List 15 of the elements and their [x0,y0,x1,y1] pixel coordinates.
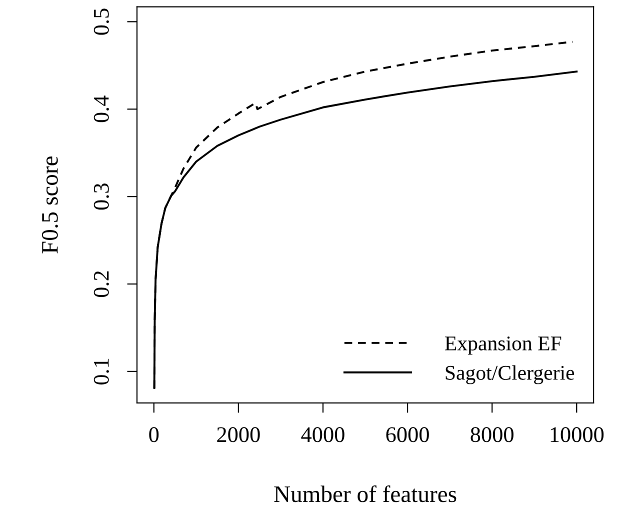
y-tick-label: 0.5 [94,8,109,35]
y-tick-label: 0.4 [94,96,109,122]
y-axis-title: F0.5 score [42,156,58,254]
x-tick-label: 10000 [550,427,604,442]
y-tick-label: 0.2 [94,271,109,298]
x-tick-label: 2000 [217,427,260,442]
x-tick-label: 8000 [470,427,514,442]
x-axis-title: Number of features [274,485,456,502]
x-tick-label: 6000 [386,427,429,442]
legend-label: Expansion EF [445,336,562,355]
y-tick-label: 0.1 [94,358,109,384]
x-tick-label: 0 [149,427,159,442]
y-tick-label: 0.3 [94,184,109,210]
legend-label: Sagot/Clergerie [446,365,574,384]
x-tick-label: 4000 [301,427,344,442]
